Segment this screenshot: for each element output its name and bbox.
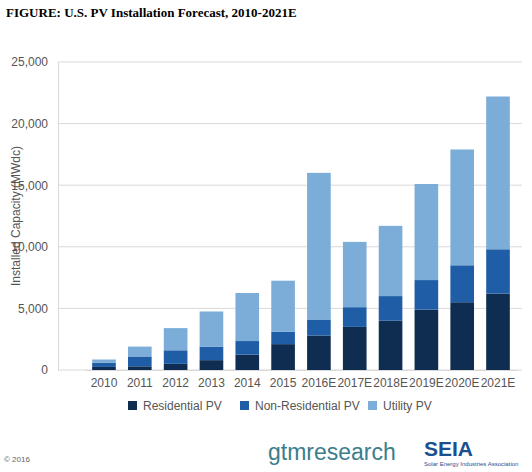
x-axis: 2010201120122013201420152016E2017E2018E2…	[86, 370, 518, 390]
bar	[415, 184, 439, 280]
bar	[235, 341, 259, 355]
bar	[450, 149, 474, 265]
x-tick-label: 2020E	[445, 376, 480, 390]
x-tick: 2018E	[373, 370, 408, 390]
x-tick: 2020E	[445, 370, 480, 390]
x-tick-label: 2016E	[302, 376, 337, 390]
bar	[128, 356, 152, 366]
x-tick: 2017E	[337, 370, 372, 390]
x-tick-label: 2018E	[373, 376, 408, 390]
series	[92, 249, 510, 367]
bar	[271, 344, 295, 370]
bar	[307, 173, 331, 320]
x-tick: 2016E	[302, 370, 337, 390]
legend-swatch	[240, 401, 249, 410]
seia-logo: SEIA	[424, 437, 473, 460]
bar	[307, 336, 331, 370]
bar	[379, 321, 403, 370]
bar	[200, 311, 224, 346]
bar	[486, 294, 510, 370]
copyright: © 2016	[4, 455, 30, 464]
y-axis-line	[58, 63, 59, 371]
y-tick: 5,000	[18, 302, 58, 316]
x-tick: 2019E	[409, 370, 444, 390]
bar	[200, 347, 224, 361]
bar	[128, 347, 152, 357]
y-tick-label: 25,000	[11, 55, 48, 69]
series	[92, 294, 510, 370]
bar	[235, 355, 259, 370]
source-logo: gtmresearch	[268, 439, 396, 465]
y-tick-label: 0	[41, 363, 48, 377]
bar	[164, 364, 188, 370]
x-tick: 2012	[162, 370, 189, 390]
y-tick-label: 5,000	[18, 302, 48, 316]
legend-label: Residential PV	[143, 399, 222, 413]
x-tick: 2014	[234, 370, 261, 390]
bar	[307, 319, 331, 335]
bar	[415, 280, 439, 310]
x-tick-label: 2010	[91, 376, 118, 390]
bar	[450, 265, 474, 302]
y-tick: 20,000	[11, 117, 58, 131]
bar	[379, 226, 403, 296]
bar	[164, 328, 188, 350]
bar	[343, 307, 367, 327]
seia-subtitle: Solar Energy Industries Association	[424, 461, 518, 467]
grid	[58, 62, 522, 370]
bar	[200, 360, 224, 370]
title: FIGURE: U.S. PV Installation Forecast, 2…	[6, 5, 297, 20]
x-tick-label: 2015	[270, 376, 297, 390]
legend-swatch	[368, 401, 377, 410]
grid-line	[58, 123, 522, 124]
x-tick: 2011	[127, 370, 153, 390]
bar	[235, 293, 259, 341]
x-tick-label: 2014	[234, 376, 261, 390]
x-tick-label: 2011	[127, 376, 153, 390]
bar	[92, 363, 116, 367]
legend-swatch	[128, 401, 137, 410]
bar	[92, 360, 116, 363]
bar	[128, 366, 152, 370]
y-tick: 25,000	[11, 55, 58, 69]
x-tick-label: 2019E	[409, 376, 444, 390]
bars	[92, 96, 510, 370]
bar	[486, 249, 510, 293]
bar	[379, 296, 403, 321]
x-tick: 2013	[198, 370, 225, 390]
x-tick: 2010	[91, 370, 118, 390]
bar	[343, 242, 367, 307]
bar	[486, 96, 510, 249]
legend: Residential PV Non-Residential PV Utility …	[128, 399, 432, 413]
x-axis-line	[86, 370, 518, 371]
grid-line	[58, 62, 522, 63]
bar	[271, 332, 295, 344]
bar	[415, 310, 439, 370]
x-tick-label: 2013	[198, 376, 225, 390]
y-axis-title: Installed Capacity (MWdc)	[9, 146, 23, 286]
series	[92, 96, 510, 362]
bar	[92, 367, 116, 370]
chart: FIGURE: U.S. PV Installation Forecast, 2…	[0, 0, 532, 472]
bar	[450, 302, 474, 370]
y-tick-label: 20,000	[11, 117, 48, 131]
y-tick: 0	[41, 363, 58, 377]
x-tick: 2015	[270, 370, 297, 390]
x-tick: 2021E	[481, 370, 516, 390]
x-tick-label: 2012	[162, 376, 189, 390]
x-tick-label: 2021E	[481, 376, 516, 390]
footer: © 2016 gtmresearch SEIASolar Energy Indust…	[4, 437, 518, 467]
legend-label: Non-Residential PV	[255, 399, 360, 413]
bar	[271, 281, 295, 332]
legend-label: Utility PV	[383, 399, 432, 413]
bar	[164, 350, 188, 364]
x-tick-label: 2017E	[337, 376, 372, 390]
bar	[343, 327, 367, 370]
